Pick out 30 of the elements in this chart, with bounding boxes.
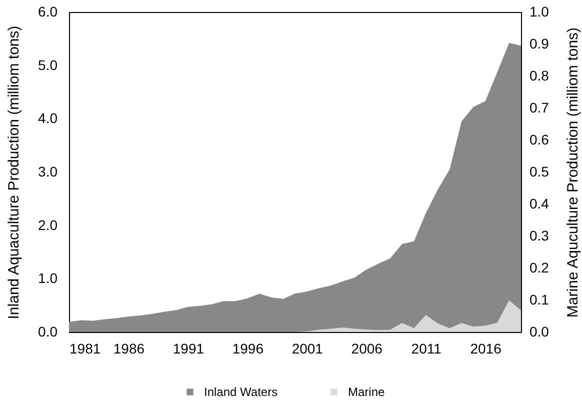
y2-tick-label: 0.5 <box>530 164 550 180</box>
y2-tick-label: 0.0 <box>530 324 550 340</box>
y-tick-label: 2.0 <box>38 216 58 233</box>
x-tick-label: 2006 <box>351 340 383 356</box>
y2-tick-label: 0.3 <box>530 228 550 244</box>
y-tick-label: 4.0 <box>38 110 58 126</box>
y2-tick-label: 0.8 <box>530 68 550 84</box>
y-tick-label: 1.0 <box>38 270 58 286</box>
y2-tick-label: 0.6 <box>530 132 550 148</box>
y-axis-title: Inland Aquaculture Production (milliom tons) <box>6 26 22 320</box>
y2-tick-label: 0.1 <box>530 292 550 308</box>
y2-tick-label: 0.4 <box>530 196 550 212</box>
x-tick-label: 1991 <box>172 340 204 356</box>
legend-label: Marine <box>348 385 386 399</box>
x-tick-label: 2001 <box>292 340 324 356</box>
y2-tick-label: 0.9 <box>530 36 550 52</box>
x-tick-label: 2011 <box>411 340 442 356</box>
x-tick-label: 1986 <box>113 340 145 356</box>
y2-axis-title: Marine Aquculture Production (milliom tons) <box>564 27 582 318</box>
legend-label: Inland Waters <box>204 385 278 399</box>
x-tick-label: 1981 <box>70 340 101 356</box>
y-tick-label: 3.0 <box>38 164 58 180</box>
y2-tick-label: 0.7 <box>530 100 550 116</box>
y-tick-label: 0.0 <box>38 324 58 340</box>
x-tick-label: 2016 <box>470 340 502 356</box>
y-tick-label: 6.0 <box>38 4 58 20</box>
y2-tick-label: 1.0 <box>530 4 550 20</box>
y2-tick-label: 0.2 <box>530 260 550 276</box>
x-tick-label: 1996 <box>232 340 264 356</box>
y-tick-label: 5.0 <box>38 56 58 73</box>
